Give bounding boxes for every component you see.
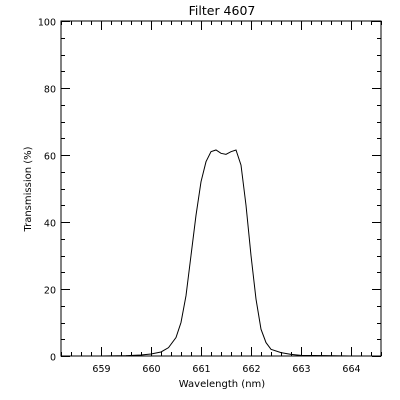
chart-title: Filter 4607 (189, 3, 256, 18)
x-tick-label: 659 (92, 364, 110, 375)
minor-ticks (61, 21, 382, 357)
plot-border (60, 20, 382, 357)
transmission-curve (61, 149, 381, 357)
x-tick-label: 664 (342, 364, 360, 375)
x-tick-label: 660 (142, 364, 160, 375)
y-axis-label: Transmission (%) (23, 146, 34, 232)
x-tick-labels: 659 660 661 662 663 664 (92, 364, 360, 375)
plot-frame (60, 20, 382, 357)
y-tick-labels: 0 20 40 60 80 100 (38, 18, 56, 364)
x-axis-label: Wavelength (nm) (179, 379, 265, 390)
major-ticks (61, 21, 381, 357)
y-tick-label: 20 (44, 286, 56, 297)
y-tick-label: 0 (50, 353, 56, 364)
x-tick-label: 661 (192, 364, 210, 375)
x-tick-label: 662 (242, 364, 260, 375)
y-tick-label: 40 (44, 219, 56, 230)
y-tick-label: 100 (38, 18, 56, 29)
y-tick-label: 80 (44, 85, 56, 96)
x-tick-label: 663 (292, 364, 310, 375)
y-tick-label: 60 (44, 152, 56, 163)
